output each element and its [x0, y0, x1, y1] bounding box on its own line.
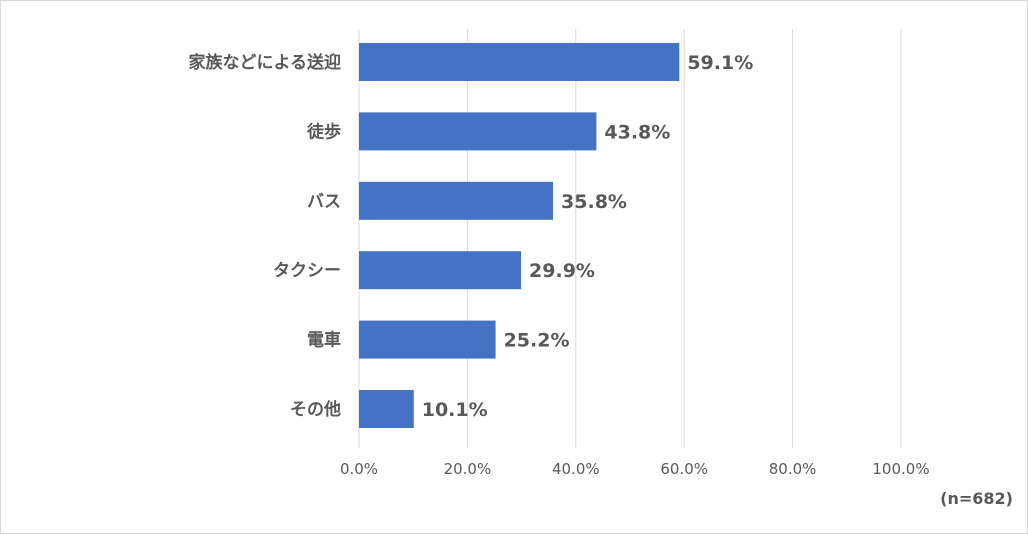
bar	[359, 390, 414, 428]
bar	[359, 251, 522, 290]
x-tick-label: 60.0%	[660, 460, 708, 478]
value-label: 35.8%	[561, 191, 627, 213]
value-label: 29.9%	[529, 260, 595, 282]
value-labels: 59.1% 43.8% 35.8% 29.9% 25.2% 10.1%	[422, 52, 754, 421]
bars	[359, 43, 680, 428]
category-label: その他	[290, 399, 341, 420]
category-label: 電車	[307, 330, 341, 351]
value-label: 43.8%	[604, 121, 670, 143]
x-tick-label: 40.0%	[552, 460, 600, 478]
bar	[359, 181, 554, 220]
sample-size-note: (n=682)	[940, 489, 1013, 508]
category-label: バス	[307, 192, 341, 212]
value-label: 59.1%	[687, 52, 753, 74]
bar	[359, 112, 597, 151]
category-label: 徒歩	[306, 121, 341, 142]
gridlines	[358, 29, 902, 448]
x-tick-label: 0.0%	[340, 460, 378, 478]
bar	[359, 43, 680, 81]
x-tick-label: 100.0%	[872, 460, 929, 478]
value-label: 10.1%	[422, 399, 488, 421]
x-tick-label: 20.0%	[444, 460, 492, 478]
x-axis-tick-labels: 0.0% 20.0% 40.0% 60.0% 80.0% 100.0%	[340, 460, 930, 478]
category-label: タクシー	[273, 261, 341, 281]
category-label: 家族などによる送迎	[189, 52, 342, 73]
x-tick-label: 80.0%	[769, 460, 817, 478]
value-label: 25.2%	[504, 330, 570, 352]
bar	[359, 320, 496, 359]
